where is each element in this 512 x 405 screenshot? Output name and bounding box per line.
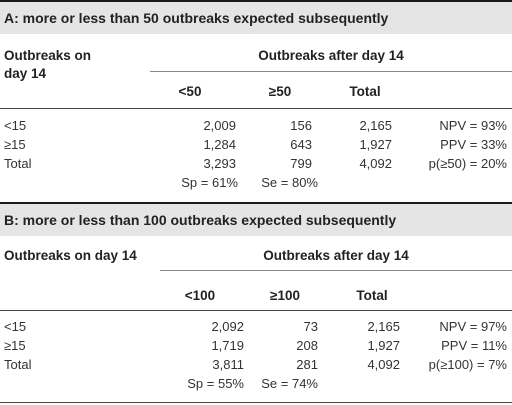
- table-b-col-total: Total: [356, 288, 388, 303]
- table-a-row-header-line1: Outbreaks on: [4, 48, 92, 63]
- table-b-col-lt: <100: [184, 288, 216, 303]
- cell-total: 4,092: [367, 357, 400, 372]
- cell-ge: 156: [290, 118, 312, 133]
- cell-lt: 3,811: [212, 357, 244, 372]
- row-label: <15: [4, 118, 27, 133]
- row-label: Total: [4, 357, 32, 372]
- table-b-header-rule: [0, 310, 512, 311]
- table-b-group-underline: [160, 270, 512, 271]
- table-b-column-group-header: Outbreaks after day 14: [263, 248, 409, 263]
- cell-lt: 2,092: [211, 319, 244, 334]
- cell-ge: 281: [296, 357, 318, 372]
- cell-total: 1,927: [359, 137, 392, 152]
- cell-lt: 2,009: [203, 118, 236, 133]
- cell-stat: p(≥100) = 7%: [428, 357, 507, 372]
- cell-lt: 1,284: [203, 137, 236, 152]
- table-bottom-rule: [0, 402, 512, 403]
- row-label: ≥15: [4, 338, 26, 353]
- row-label: <15: [4, 319, 27, 334]
- cell-ge: 799: [290, 156, 312, 171]
- table-a-title: A: more or less than 50 outbreaks expect…: [4, 10, 389, 26]
- table-b-col-ge: ≥100: [270, 288, 300, 303]
- row-label: Total: [4, 156, 32, 171]
- cell-stat: NPV = 97%: [439, 319, 507, 334]
- row-label: ≥15: [4, 137, 26, 152]
- cell-stat: PPV = 11%: [441, 338, 507, 353]
- table-a-column-group-header: Outbreaks after day 14: [258, 48, 404, 63]
- cell-lt: 1,719: [211, 338, 244, 353]
- cell-stat: p(≥50) = 20%: [428, 156, 507, 171]
- table-a-row-header-line2: day 14: [4, 66, 47, 81]
- cell-ge: 73: [303, 319, 318, 334]
- table-a-group-underline: [150, 71, 512, 72]
- table-b-row-header: Outbreaks on day 14: [4, 248, 137, 263]
- table-a-title-bar: A: more or less than 50 outbreaks expect…: [0, 0, 512, 34]
- table-a-col-total: Total: [349, 84, 381, 99]
- cell-ge: 643: [290, 137, 312, 152]
- cell-stat: PPV = 33%: [440, 137, 507, 152]
- table-a-specificity: Sp = 61%: [181, 175, 238, 190]
- table-b-specificity: Sp = 55%: [187, 376, 244, 391]
- cell-ge: 208: [296, 338, 318, 353]
- table-a-header-rule: [0, 108, 512, 109]
- table-a-col-ge: ≥50: [268, 84, 292, 99]
- table-b-sensitivity: Se = 74%: [261, 376, 318, 391]
- cell-stat: NPV = 93%: [439, 118, 507, 133]
- table-b-title: B: more or less than 100 outbreaks expec…: [4, 212, 397, 228]
- cell-total: 4,092: [359, 156, 392, 171]
- table-a-sensitivity: Se = 80%: [261, 175, 318, 190]
- cell-total: 2,165: [359, 118, 392, 133]
- table-b-title-bar: B: more or less than 100 outbreaks expec…: [0, 202, 512, 236]
- cell-lt: 3,293: [203, 156, 236, 171]
- table-a-col-lt: <50: [178, 84, 202, 99]
- cell-total: 2,165: [367, 319, 400, 334]
- cell-total: 1,927: [367, 338, 400, 353]
